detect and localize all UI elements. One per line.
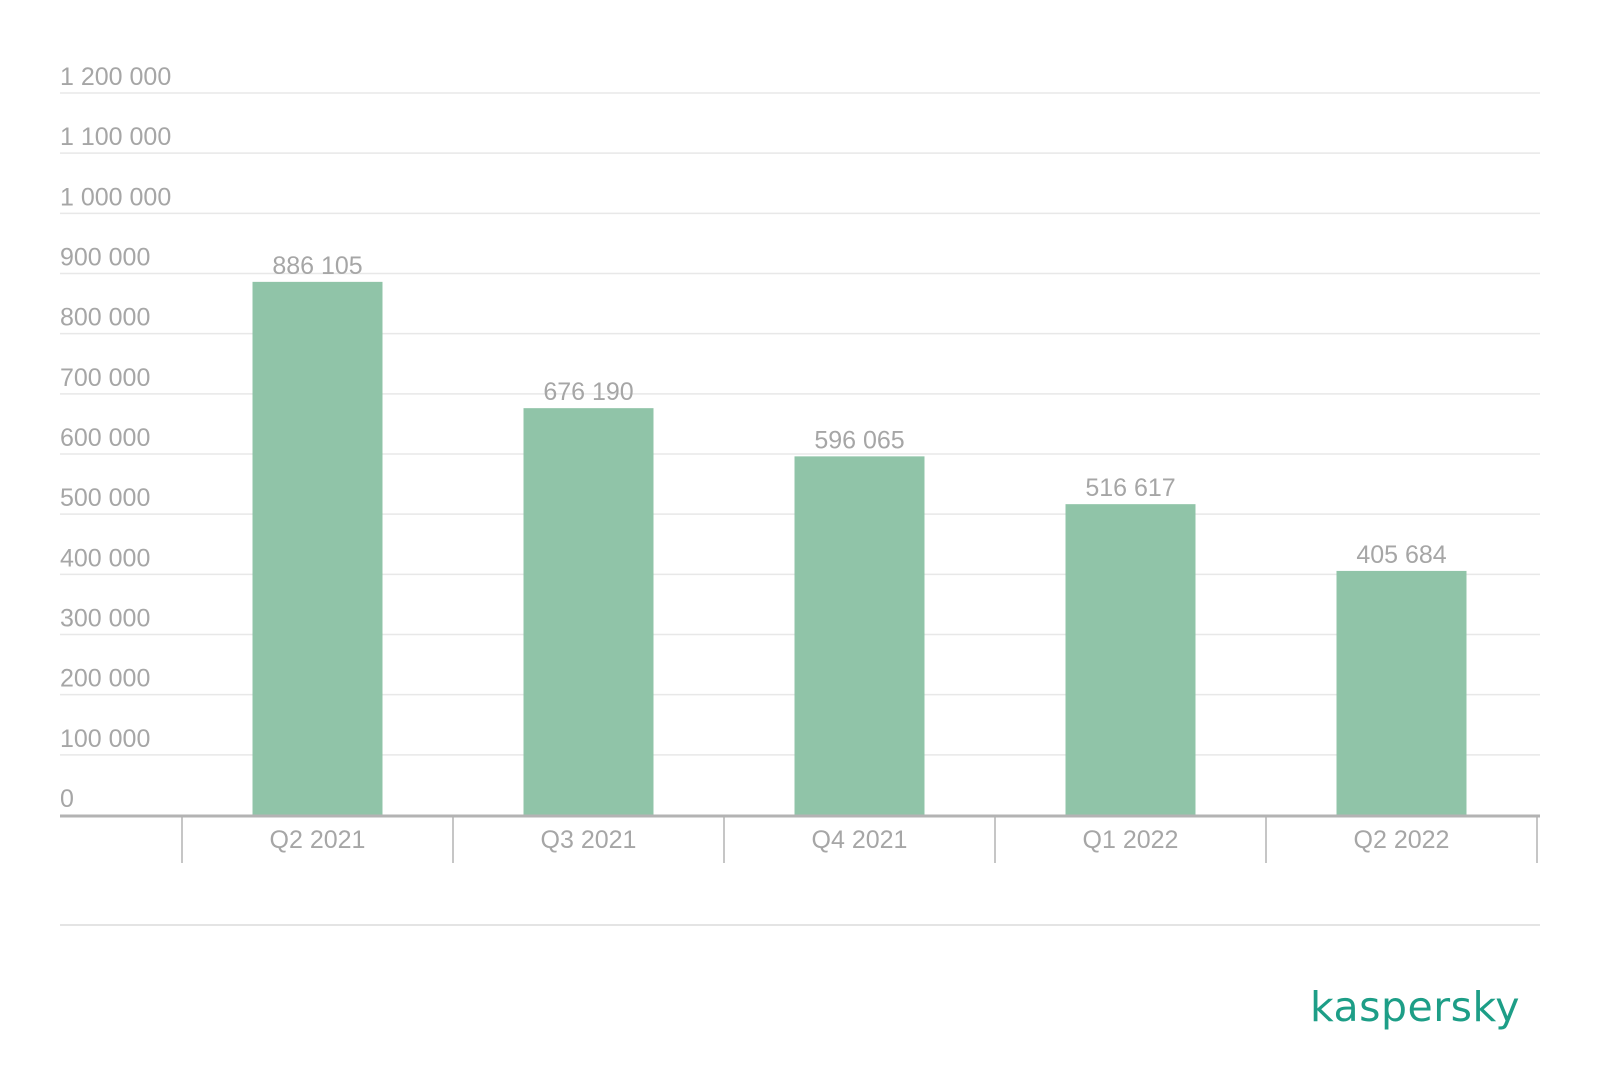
x-category-label: Q2 2022 (1354, 826, 1450, 854)
x-axis (60, 814, 1540, 926)
bar-value-label: 516 617 (1085, 474, 1175, 502)
kaspersky-logo: kaspersky (1310, 983, 1521, 1031)
bar-value-label: 405 684 (1356, 541, 1446, 569)
y-tick-label: 600 000 (60, 424, 150, 452)
y-tick-label: 0 (60, 785, 74, 813)
bar (794, 456, 925, 815)
x-category-label: Q2 2021 (270, 826, 366, 854)
bar (1065, 504, 1196, 815)
bar (523, 408, 654, 815)
x-axis-category-labels: Q2 2021 Q3 2021 Q4 2021 Q1 2022 Q2 2022 (270, 826, 1450, 854)
y-tick-label: 800 000 (60, 304, 150, 332)
y-tick-label: 400 000 (60, 544, 150, 572)
y-tick-label: 700 000 (60, 364, 150, 392)
y-tick-label: 1 100 000 (60, 123, 171, 151)
x-category-label: Q1 2022 (1083, 826, 1179, 854)
x-category-label: Q4 2021 (812, 826, 908, 854)
bar-value-label: 886 105 (272, 252, 362, 280)
bar-value-labels: 886 105 676 190 596 065 516 617 405 684 (272, 252, 1446, 569)
y-tick-label: 500 000 (60, 484, 150, 512)
bar (1336, 570, 1467, 815)
bar (252, 281, 383, 815)
y-tick-label: 300 000 (60, 605, 150, 633)
y-tick-label: 200 000 (60, 665, 150, 693)
bar-value-label: 596 065 (814, 426, 904, 454)
bar-value-label: 676 190 (543, 378, 633, 406)
y-tick-label: 1 200 000 (60, 63, 171, 91)
y-tick-label: 900 000 (60, 244, 150, 272)
y-axis-tick-labels: 0 100 000 200 000 300 000 400 000 500 000 600 … (60, 63, 171, 813)
bars (252, 281, 1467, 815)
y-tick-label: 100 000 (60, 725, 150, 753)
y-tick-label: 1 000 000 (60, 183, 171, 211)
x-category-label: Q3 2021 (541, 826, 637, 854)
